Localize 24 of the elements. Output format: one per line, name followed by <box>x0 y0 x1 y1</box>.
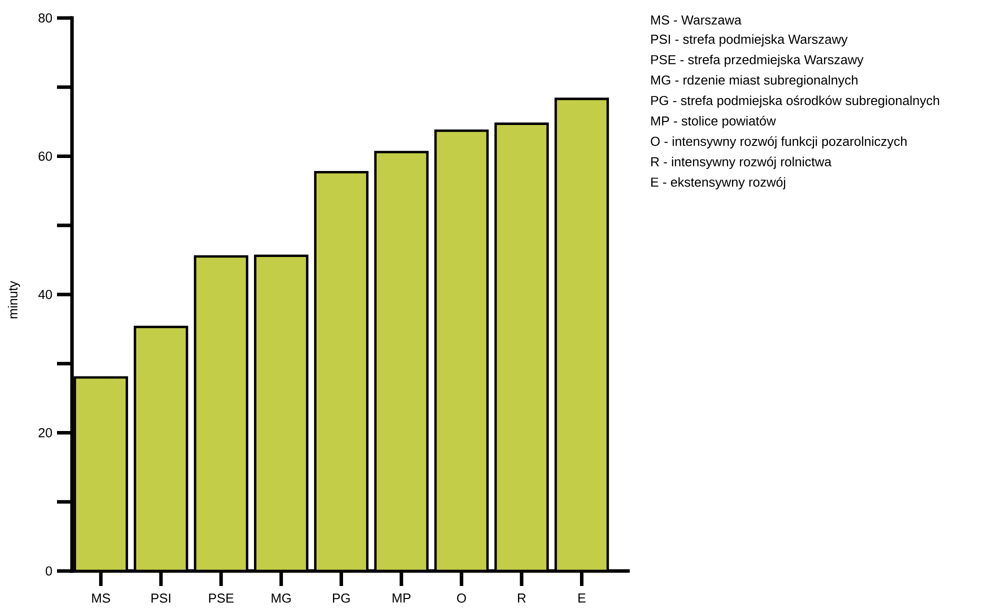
x-tick-label: PG <box>332 594 350 603</box>
x-tick-label: E <box>578 594 586 602</box>
text: MS - Warszawa <box>651 15 742 25</box>
text: PSE - strefa przedmiejska Warszawy <box>651 54 864 67</box>
text: MP - stolice powiatów <box>651 116 776 128</box>
x-tick-label: MS <box>92 594 110 603</box>
x-tick-label: R <box>518 594 526 602</box>
text: PG - strefa podmiejska ośrodków subregionalnych <box>651 95 940 108</box>
y-tick-label: 0 <box>46 566 52 576</box>
text: O - intensywny rozwój funkcji pozarolniczych <box>650 136 907 149</box>
y-tick-label: 80 <box>38 13 52 23</box>
text: E - ekstensywny rozwój <box>651 177 786 190</box>
y-axis-title: minuty <box>8 280 20 318</box>
y-tick-label: 40 <box>38 290 52 300</box>
x-tick-label: O <box>457 594 466 603</box>
y-tick-label: 20 <box>38 428 52 438</box>
text: R - intensywny rozwój rolnictwa <box>651 156 832 169</box>
x-tick-label: PSE <box>209 594 234 603</box>
y-tick-label: 60 <box>38 152 52 161</box>
x-tick-label: PSI <box>152 594 170 603</box>
text: MG - rdzenie miast subregionalnych <box>651 75 858 88</box>
x-tick-label: MP <box>392 594 410 602</box>
text: PSI - strefa podmiejska Warszawy <box>651 34 848 46</box>
x-tick-label: MG <box>272 594 291 603</box>
